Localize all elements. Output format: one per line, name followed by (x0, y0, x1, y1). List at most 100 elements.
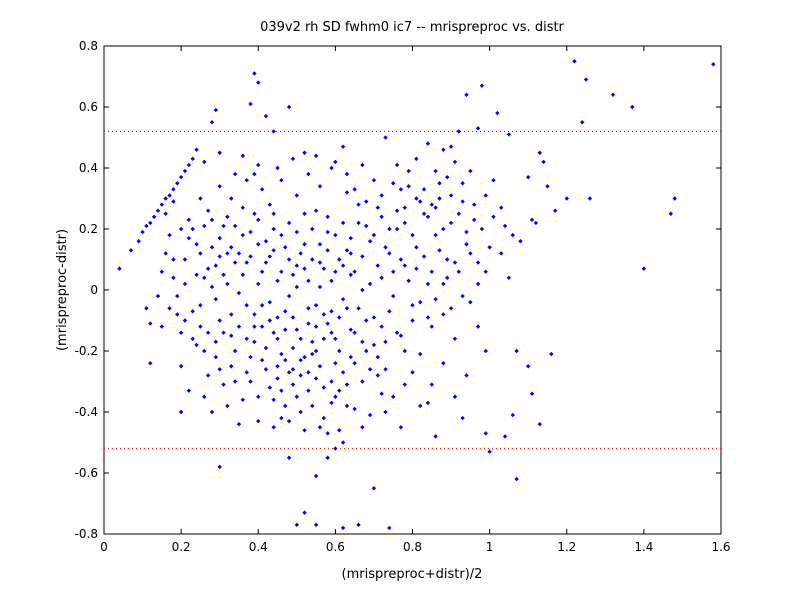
scatter-point (167, 193, 172, 198)
scatter-point (329, 400, 334, 406)
scatter-point (337, 388, 342, 393)
scatter-point (429, 202, 434, 207)
scatter-point (225, 214, 230, 219)
scatter-point (194, 272, 199, 277)
scatter-point (171, 257, 176, 262)
scatter-point (317, 184, 323, 189)
scatter-point (128, 248, 134, 253)
scatter-point (144, 223, 149, 229)
scatter-point (383, 245, 388, 250)
scatter-point (344, 171, 350, 177)
scatter-point (529, 391, 535, 396)
scatter-point (487, 449, 492, 454)
scatter-point (286, 257, 292, 262)
scatter-point (337, 348, 342, 354)
scatter-point (290, 345, 296, 351)
scatter-point (483, 431, 488, 436)
scatter-point (190, 156, 195, 162)
scatter-point (286, 293, 292, 299)
scatter-point (252, 324, 257, 329)
scatter-point (256, 394, 261, 399)
scatter-point (286, 220, 292, 226)
y-tick-label: 0.2 (79, 222, 98, 236)
scatter-point (205, 373, 211, 378)
scatter-point (213, 296, 219, 302)
scatter-point (448, 193, 454, 198)
scatter-point (364, 318, 369, 323)
scatter-point (178, 174, 184, 180)
scatter-point (545, 184, 550, 189)
scatter-point (229, 196, 234, 201)
scatter-point (252, 211, 257, 216)
scatter-point (371, 232, 377, 238)
scatter-point (175, 293, 180, 299)
scatter-point (298, 409, 303, 415)
scatter-point (317, 364, 323, 369)
scatter-point (406, 168, 411, 174)
scatter-point (313, 303, 319, 308)
scatter-point (186, 217, 192, 223)
scatter-point (310, 351, 315, 357)
scatter-point (525, 364, 531, 369)
scatter-point (259, 357, 265, 363)
scatter-point (429, 324, 434, 329)
scatter-point (360, 287, 365, 293)
scatter-point (371, 342, 377, 348)
x-tick-label: 0.8 (403, 540, 422, 554)
scatter-point (452, 394, 458, 399)
scatter-point (414, 266, 419, 271)
scatter-point (472, 217, 477, 223)
scatter-point (433, 168, 438, 174)
scatter-point (240, 205, 246, 210)
scatter-point (541, 159, 546, 165)
scatter-point (275, 278, 280, 284)
scatter-point (175, 181, 180, 186)
scatter-point (344, 382, 350, 387)
scatter-point (348, 327, 353, 332)
scatter-point (171, 187, 176, 192)
scatter-point (229, 364, 234, 369)
scatter-point (232, 223, 238, 229)
y-tick-label: 0.8 (79, 39, 98, 53)
scatter-point (209, 217, 215, 223)
scatter-point (290, 367, 296, 372)
scatter-point (248, 229, 253, 235)
scatter-point (306, 321, 311, 326)
scatter-point (279, 415, 284, 421)
scatter-point (510, 412, 515, 418)
scatter-point (306, 171, 311, 177)
scatter-point (352, 269, 357, 274)
scatter-point (306, 278, 311, 284)
scatter-point (217, 184, 222, 189)
scatter-point (271, 397, 276, 402)
scatter-point (360, 379, 365, 384)
scatter-point (310, 339, 315, 345)
scatter-point (225, 281, 230, 287)
x-axis-label: (mrispreproc+distr)/2 (342, 567, 483, 582)
scatter-point (340, 296, 346, 302)
scatter-point (267, 202, 273, 207)
scatter-point (398, 425, 404, 430)
y-axis-label: (mrispreproc-distr) (55, 229, 70, 351)
scatter-point (321, 385, 327, 390)
scatter-point (348, 272, 353, 277)
reference-lines (104, 130, 721, 450)
scatter-point (217, 367, 222, 372)
scatter-point (259, 269, 265, 274)
scatter-point (294, 394, 300, 399)
scatter-point (425, 315, 431, 320)
scatter-point (271, 129, 276, 134)
scatter-point (252, 312, 257, 317)
scatter-point (475, 126, 481, 131)
scatter-point (445, 174, 450, 180)
scatter-point (367, 367, 373, 372)
scatter-point (402, 348, 407, 354)
scatter-point (279, 388, 284, 393)
scatter-point (194, 242, 199, 247)
scatter-point (418, 199, 423, 204)
scatter-point (418, 351, 423, 357)
scatter-point (256, 80, 261, 85)
scatter-point (229, 333, 234, 338)
y-tick-label: -0.2 (75, 344, 98, 358)
scatter-point (317, 260, 323, 265)
